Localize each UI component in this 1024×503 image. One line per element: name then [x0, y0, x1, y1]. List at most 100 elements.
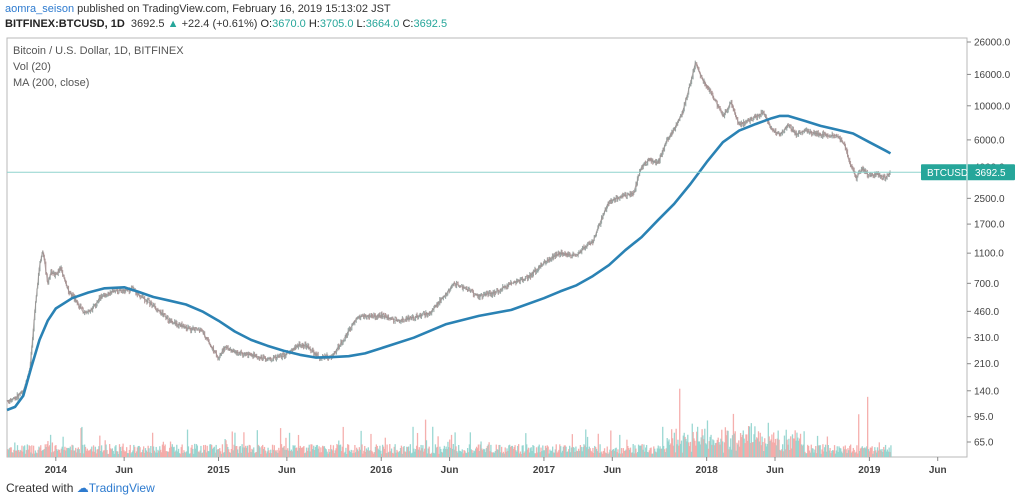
- change-value: +22.4 (+0.61%): [181, 18, 258, 30]
- volume-bar: [559, 444, 561, 457]
- volume-bar: [536, 452, 539, 457]
- tradingview-brand[interactable]: TradingView: [88, 481, 155, 495]
- volume-bar: [739, 433, 742, 457]
- volume-bar: [459, 451, 462, 457]
- volume-bar: [441, 451, 443, 457]
- volume-bar: [649, 448, 651, 457]
- volume-bar: [319, 452, 321, 457]
- volume-bar: [181, 444, 183, 457]
- volume-bar: [739, 446, 741, 457]
- y-tick-label: 65.0: [974, 438, 994, 449]
- volume-bar: [770, 439, 772, 457]
- open-label: O:: [260, 18, 273, 30]
- volume-bar: [271, 444, 274, 457]
- volume-bar: [448, 447, 450, 457]
- volume-bar: [303, 446, 305, 457]
- volume-bar: [597, 433, 599, 457]
- volume-bar: [479, 444, 481, 457]
- volume-bar: [611, 450, 613, 457]
- volume-bar: [586, 436, 589, 457]
- author-link[interactable]: aomra_seison: [5, 3, 75, 15]
- volume-bar: [286, 449, 288, 457]
- volume-bar: [406, 446, 408, 457]
- volume-bar: [245, 445, 247, 457]
- volume-bar: [630, 452, 633, 457]
- volume-bar: [77, 447, 79, 457]
- volume-bar: [306, 450, 309, 457]
- volume-bar: [574, 451, 576, 457]
- volume-bar: [606, 446, 608, 457]
- volume-bar: [650, 447, 652, 457]
- volume-bar: [114, 446, 116, 457]
- volume-bar: [402, 447, 404, 457]
- volume-bar: [336, 444, 338, 457]
- volume-bar: [206, 445, 208, 457]
- price-chart[interactable]: 26000.016000.010000.06000.04000.02500.01…: [0, 34, 1024, 479]
- price-tag-bg: [921, 164, 1015, 181]
- volume-bar: [24, 445, 26, 457]
- volume-bar: [387, 452, 389, 457]
- volume-bar: [30, 452, 32, 457]
- volume-bar: [311, 444, 313, 457]
- volume-bar: [152, 446, 155, 457]
- volume-bar: [591, 452, 593, 457]
- volume-bar: [130, 453, 132, 457]
- volume-bar: [865, 448, 867, 457]
- volume-bar: [288, 450, 290, 457]
- volume-bar: [620, 453, 622, 457]
- volume-bar: [747, 426, 750, 457]
- volume-bar: [501, 453, 504, 457]
- volume-bar: [531, 451, 533, 457]
- volume-bar: [863, 447, 865, 457]
- volume-bar: [329, 451, 331, 457]
- volume-bar: [270, 449, 272, 457]
- volume-bar: [21, 445, 23, 457]
- volume-bar: [256, 430, 258, 457]
- volume-bar: [136, 447, 139, 457]
- volume-bar: [15, 450, 17, 457]
- volume-bar: [195, 444, 198, 457]
- volume-bar: [92, 445, 95, 457]
- volume-bar: [84, 446, 87, 457]
- volume-bar: [633, 453, 635, 457]
- volume-bar: [549, 449, 551, 457]
- volume-bar: [677, 439, 679, 457]
- volume-bar: [32, 445, 35, 457]
- tradingview-logo-icon[interactable]: ☁: [76, 481, 89, 495]
- volume-bar: [610, 430, 612, 457]
- volume-bar: [452, 444, 454, 457]
- volume-bar: [583, 444, 585, 457]
- volume-bar: [381, 444, 384, 457]
- volume-bar: [322, 445, 324, 457]
- volume-bar: [316, 444, 318, 457]
- volume-bar: [882, 451, 884, 457]
- volume-bar: [67, 447, 70, 457]
- volume-bar: [219, 448, 221, 457]
- volume-bar: [752, 442, 754, 457]
- volume-bar: [312, 449, 314, 457]
- volume-bar: [810, 444, 812, 457]
- volume-bar: [372, 452, 374, 457]
- volume-bar: [405, 452, 407, 457]
- volume-bar: [725, 435, 727, 457]
- volume-bar: [158, 451, 160, 457]
- x-tick-label: 2016: [370, 465, 393, 476]
- x-tick-label: 2019: [858, 465, 881, 476]
- volume-bar: [50, 452, 53, 457]
- volume-bar: [110, 449, 113, 457]
- volume-bar: [143, 452, 146, 457]
- volume-bar: [269, 452, 271, 457]
- volume-bar: [824, 447, 826, 457]
- volume-bar: [790, 436, 792, 457]
- volume-bar: [701, 429, 703, 457]
- volume-bar: [174, 451, 176, 457]
- volume-bar: [308, 444, 310, 457]
- volume-bar: [338, 440, 340, 457]
- volume-bar: [418, 447, 420, 457]
- volume-bar: [746, 434, 748, 457]
- volume-bar: [594, 446, 597, 457]
- volume-bar: [160, 449, 162, 457]
- volume-bar: [629, 447, 632, 457]
- publish-info: aomra_seison published on TradingView.co…: [5, 3, 391, 15]
- volume-bar: [816, 435, 819, 457]
